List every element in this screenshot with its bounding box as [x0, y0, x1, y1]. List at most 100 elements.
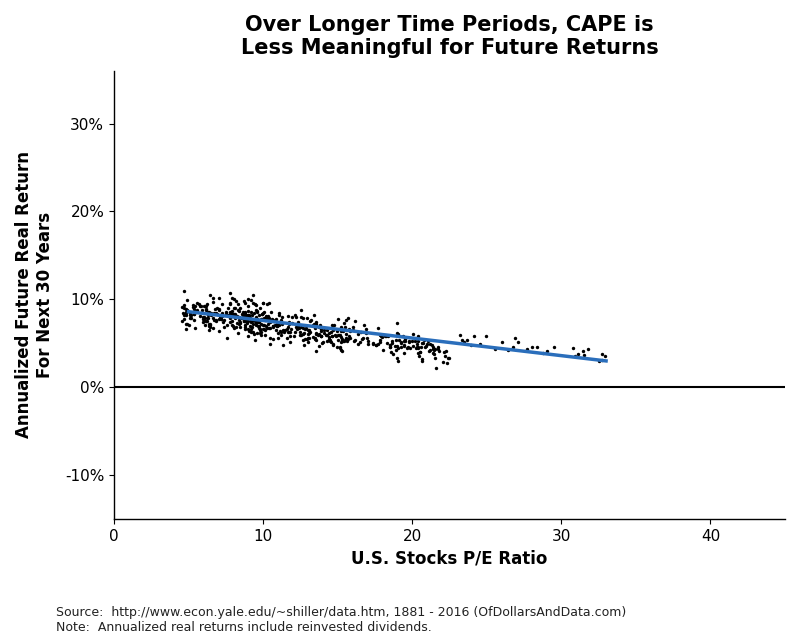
Point: [258, 330, 271, 340]
Point: [246, 298, 259, 308]
Point: [293, 327, 306, 337]
Point: [398, 333, 411, 344]
Point: [370, 340, 382, 350]
Point: [188, 309, 201, 319]
Point: [258, 319, 270, 330]
Point: [178, 303, 190, 313]
Point: [297, 335, 310, 345]
Point: [293, 323, 306, 333]
Point: [325, 337, 338, 348]
Point: [218, 322, 230, 332]
Point: [315, 338, 328, 348]
Point: [181, 319, 194, 329]
Point: [596, 349, 609, 360]
Point: [406, 329, 419, 339]
Point: [254, 314, 267, 324]
Point: [400, 343, 413, 353]
Point: [426, 344, 439, 355]
Point: [206, 323, 219, 333]
Point: [298, 328, 311, 338]
Point: [390, 328, 403, 338]
Point: [362, 336, 374, 346]
Point: [212, 304, 225, 314]
Point: [242, 301, 254, 312]
Point: [394, 338, 407, 348]
Point: [381, 331, 394, 341]
Point: [307, 321, 320, 331]
Point: [263, 339, 276, 349]
Point: [254, 324, 266, 334]
Point: [222, 303, 234, 313]
Point: [439, 346, 452, 356]
Point: [243, 314, 256, 324]
Point: [275, 319, 288, 330]
Point: [394, 337, 407, 348]
Point: [537, 348, 550, 358]
Point: [309, 333, 322, 343]
Point: [571, 349, 584, 359]
Point: [250, 305, 262, 315]
Point: [239, 324, 252, 335]
Point: [242, 294, 254, 305]
Point: [250, 328, 263, 339]
Point: [204, 319, 217, 329]
Point: [330, 331, 342, 341]
Point: [221, 333, 234, 343]
Point: [412, 343, 425, 353]
Point: [347, 336, 360, 346]
Point: [310, 346, 322, 356]
Point: [410, 339, 423, 349]
Point: [526, 342, 538, 352]
Point: [442, 353, 455, 363]
Point: [370, 340, 383, 350]
Point: [288, 310, 301, 320]
Point: [185, 313, 198, 323]
Point: [403, 342, 416, 353]
Point: [278, 325, 291, 335]
Point: [335, 326, 348, 336]
Point: [384, 342, 397, 353]
Point: [223, 309, 236, 319]
Point: [411, 331, 424, 341]
Point: [461, 335, 474, 346]
Point: [194, 311, 206, 321]
Point: [202, 321, 215, 332]
Point: [230, 321, 242, 332]
Point: [225, 310, 238, 321]
Point: [309, 333, 322, 344]
Point: [214, 314, 227, 324]
Point: [257, 307, 270, 317]
Point: [215, 299, 228, 309]
Point: [323, 334, 336, 344]
Point: [250, 320, 262, 330]
Point: [204, 323, 217, 333]
Point: [302, 325, 315, 335]
Point: [273, 308, 286, 318]
Point: [386, 349, 399, 359]
Point: [321, 337, 334, 347]
Point: [334, 330, 346, 340]
Point: [282, 321, 294, 332]
Point: [394, 342, 407, 352]
Point: [343, 333, 356, 344]
Point: [437, 357, 450, 367]
Point: [412, 336, 425, 346]
Point: [225, 308, 238, 318]
Point: [239, 309, 252, 319]
Point: [283, 317, 296, 327]
Point: [198, 314, 210, 324]
Point: [330, 342, 343, 352]
Point: [240, 310, 253, 320]
Point: [250, 307, 263, 317]
Point: [196, 317, 209, 327]
Point: [290, 312, 302, 323]
Point: [207, 308, 220, 318]
Y-axis label: Annualized Future Real Return
For Next 30 Years: Annualized Future Real Return For Next 3…: [15, 152, 54, 438]
Point: [304, 316, 317, 326]
Point: [242, 331, 254, 341]
Point: [269, 320, 282, 330]
Point: [198, 312, 210, 323]
Point: [353, 337, 366, 347]
Point: [248, 329, 261, 339]
Point: [342, 313, 355, 323]
